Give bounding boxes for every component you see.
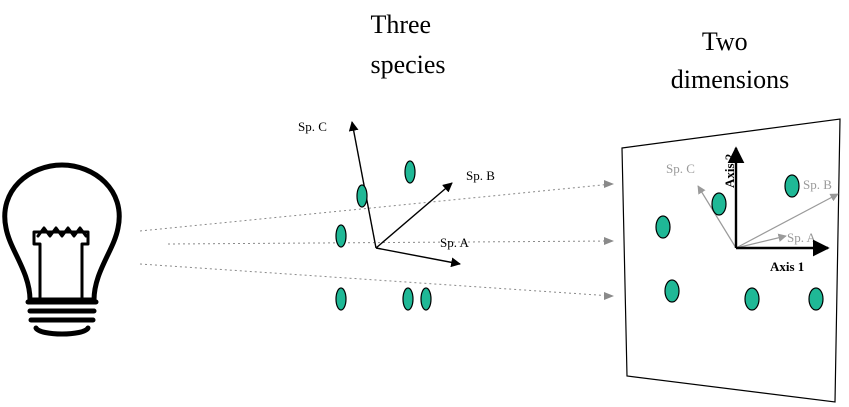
sample-point [420, 287, 432, 311]
sample-point [335, 224, 347, 248]
projected-species-a-axis [735, 233, 787, 249]
sample-point [335, 287, 347, 311]
species-a-axis [375, 247, 461, 268]
three-species-title: Three species [370, 10, 445, 79]
species-b-label: Sp. B [466, 168, 495, 183]
axis-1-label: Axis 1 [770, 259, 804, 274]
three-species-title-line1: Three [370, 10, 431, 39]
species-c-label: Sp. C [298, 119, 327, 134]
species-axes: Sp. C Sp. B Sp. A [298, 119, 495, 268]
species-space-samples [335, 160, 432, 311]
projected-species-a-label: Sp. A [787, 230, 817, 245]
projection-ray-upper [139, 183, 613, 232]
sample-point [655, 215, 671, 239]
light-bulb-icon [2, 162, 122, 337]
species-c-axis [348, 121, 377, 249]
sample-point [664, 279, 680, 303]
sample-point [784, 174, 800, 198]
sample-point [808, 287, 824, 311]
species-b-axis [375, 182, 453, 249]
projection-rays [139, 180, 614, 300]
two-dimensions-title-line1: Two [702, 27, 748, 56]
sample-point [404, 160, 416, 184]
projected-species-c-axis [697, 185, 737, 249]
axis-2-label: Axis 2 [722, 154, 737, 188]
three-species-title-line2: species [370, 50, 445, 79]
sample-point [402, 287, 414, 311]
sample-point [711, 192, 727, 216]
projection-ray-lower [139, 263, 613, 297]
projected-species-axes: Sp. C Sp. B Sp. A [666, 161, 839, 249]
sample-point [356, 184, 368, 208]
ordination-samples [655, 174, 824, 311]
species-a-label: Sp. A [440, 235, 470, 250]
projected-species-b-axis [735, 193, 839, 249]
projected-species-b-label: Sp. B [803, 177, 832, 192]
two-dimensions-title: Two dimensions [671, 27, 789, 94]
sample-point [744, 287, 760, 311]
ordination-axes: Axis 1 Axis 2 [722, 146, 830, 274]
projected-species-c-label: Sp. C [666, 161, 695, 176]
projection-ray-middle [167, 240, 613, 245]
two-dimensions-title-line2: dimensions [671, 65, 789, 94]
